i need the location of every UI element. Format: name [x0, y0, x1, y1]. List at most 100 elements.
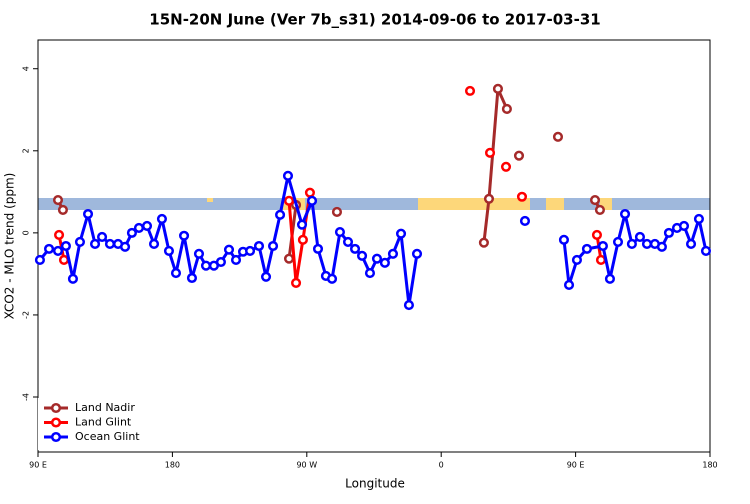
- data-point: [296, 219, 308, 230]
- data-point: [594, 204, 605, 215]
- x-tick-label: 180: [165, 461, 180, 470]
- data-point: [126, 227, 137, 238]
- data-point: [678, 220, 690, 231]
- x-tick-label: 90 W: [296, 461, 317, 470]
- data-point: [178, 230, 190, 241]
- data-point: [656, 241, 667, 252]
- data-point: [306, 195, 318, 206]
- data-point: [148, 238, 160, 249]
- data-point: [395, 228, 407, 239]
- data-point: [379, 257, 390, 268]
- data-point: [133, 222, 144, 233]
- data-point: [245, 245, 256, 256]
- data-point: [571, 254, 582, 266]
- series-line: [38, 174, 708, 307]
- data-point: [74, 236, 86, 247]
- data-point: [552, 131, 564, 142]
- data-point: [484, 147, 496, 158]
- data-point: [156, 213, 167, 224]
- x-tick-label: 180: [702, 461, 717, 470]
- legend-marker: [50, 402, 62, 414]
- data-point: [563, 279, 575, 291]
- data-point: [163, 245, 175, 256]
- data-point: [193, 248, 205, 259]
- surface-band: [38, 198, 710, 210]
- series-line: [56, 87, 602, 259]
- data-point: [120, 241, 131, 252]
- legend-label: Land Nadir: [75, 401, 135, 414]
- data-point: [700, 245, 712, 256]
- data-point: [500, 161, 512, 172]
- data-point: [304, 187, 315, 198]
- land-band: [418, 198, 530, 210]
- data-point: [612, 236, 624, 247]
- data-point: [411, 248, 423, 259]
- data-point: [34, 254, 45, 266]
- legend-marker: [50, 417, 62, 428]
- ocean-band: [38, 198, 710, 210]
- data-point: [223, 244, 235, 255]
- data-point: [597, 240, 608, 252]
- data-point: [387, 248, 399, 259]
- data-point: [331, 206, 343, 217]
- data-point: [141, 220, 153, 231]
- data-point: [283, 195, 295, 206]
- data-point: [519, 215, 531, 227]
- data-point: [283, 253, 295, 264]
- data-point: [478, 237, 489, 248]
- data-point: [693, 213, 704, 224]
- data-point: [44, 243, 55, 254]
- data-point: [516, 191, 528, 202]
- data-point: [82, 208, 94, 220]
- data-point: [186, 272, 198, 284]
- data-point: [215, 256, 226, 268]
- data-point: [104, 238, 116, 249]
- chart-title: 15N-20N June (Ver 7b_s31) 2014-09-06 to …: [149, 11, 600, 29]
- data-point: [464, 85, 476, 96]
- data-point: [685, 238, 697, 249]
- y-tick-label: 0: [22, 230, 31, 235]
- data-point: [58, 254, 70, 266]
- data-point: [595, 254, 607, 266]
- data-point: [275, 209, 286, 220]
- data-point: [230, 254, 242, 266]
- data-point: [663, 227, 674, 238]
- land-band: [207, 198, 213, 202]
- x-tick-label: 90 E: [29, 461, 47, 470]
- data-point: [501, 103, 512, 114]
- x-tick-label: 90 E: [567, 461, 585, 470]
- data-point: [54, 229, 65, 240]
- data-point: [349, 243, 361, 254]
- data-point: [282, 170, 294, 181]
- land-band: [546, 198, 564, 210]
- data-point: [589, 194, 601, 206]
- x-tick-label: 0: [439, 461, 444, 470]
- data-point: [581, 243, 592, 254]
- data-point: [268, 240, 279, 252]
- data-point: [641, 238, 653, 249]
- data-point: [357, 250, 368, 261]
- plot-frame: [37, 39, 711, 453]
- data-point: [89, 238, 101, 249]
- data-point: [371, 253, 383, 264]
- data-point: [312, 243, 324, 254]
- legend-label: Land Glint: [75, 416, 132, 429]
- data-point: [326, 273, 338, 284]
- y-tick-label: -2: [22, 311, 31, 319]
- data-point: [253, 240, 265, 252]
- data-point: [342, 236, 354, 247]
- data-point: [260, 271, 272, 282]
- data-point: [60, 240, 71, 252]
- data-point: [591, 229, 603, 240]
- data-point: [297, 234, 308, 245]
- data-point: [97, 231, 108, 243]
- data-point: [67, 273, 78, 284]
- data-point: [52, 245, 64, 256]
- data-point: [619, 208, 631, 220]
- data-point: [492, 83, 503, 94]
- y-tick-label: 2: [22, 148, 31, 153]
- data-point: [403, 300, 414, 311]
- data-point: [634, 231, 646, 243]
- data-point: [513, 150, 525, 161]
